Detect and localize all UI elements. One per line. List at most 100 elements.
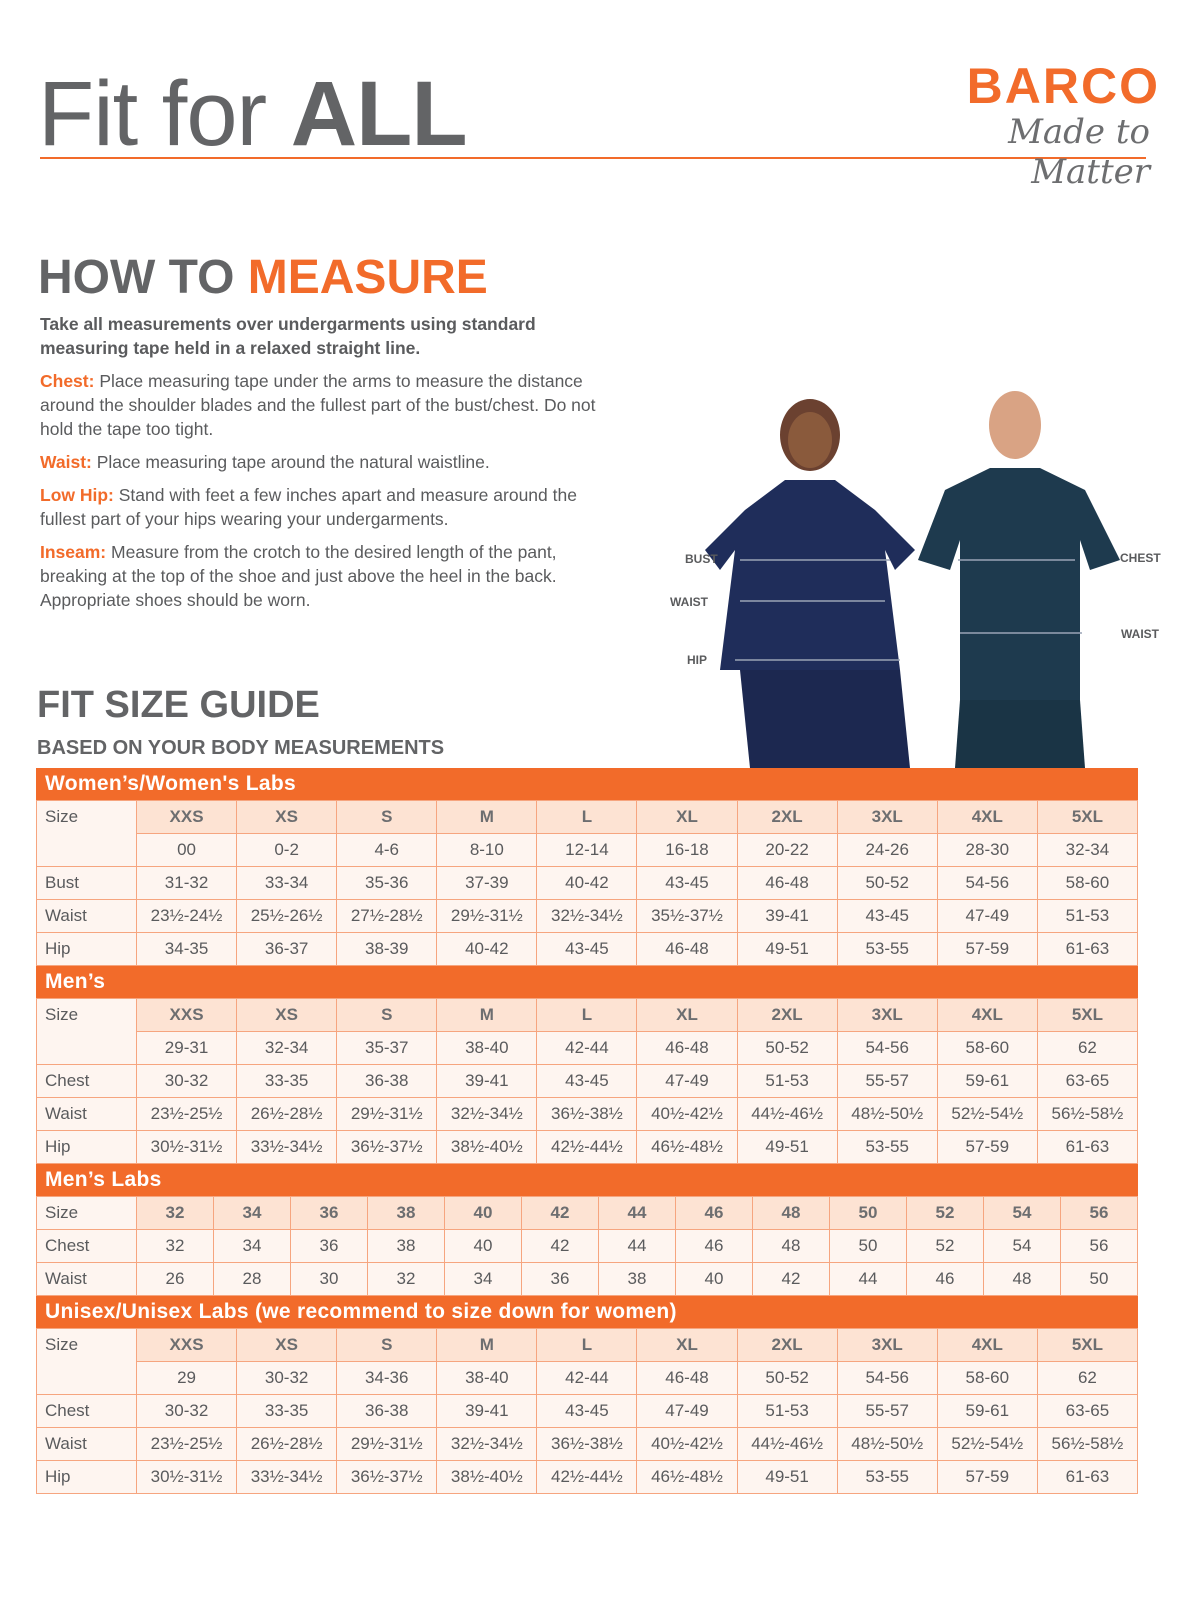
size-header-cell: 34 [213, 1196, 291, 1230]
measurement-cell: 57-59 [936, 1130, 1038, 1164]
measurement-cell: 36 [521, 1262, 599, 1296]
numeric-size-cell: 29-31 [135, 1031, 238, 1065]
size-header-cell: 5XL [1036, 1328, 1139, 1362]
measurement-cell: 39-41 [436, 1394, 538, 1428]
measurement-cell: 53-55 [836, 932, 938, 966]
size-table: Size XXS XS S M L XL 2XL 3XL 4XL 5XL 00 0-2 4-6 8-10 12… [36, 800, 1139, 966]
measurement-cell: 59-61 [936, 1064, 1038, 1098]
numeric-size-cell: 58-60 [936, 1361, 1038, 1395]
measurement-cell: 46-48 [636, 932, 738, 966]
size-header-cell: M [436, 800, 538, 834]
section-header: Men’s [36, 966, 1138, 998]
numeric-size-cell: 29 [135, 1361, 238, 1395]
table-row: Waist 23½-25½ 26½-28½ 29½-31½ 32½-34½ 36½-38½… [36, 1097, 1139, 1131]
measurement-cell: 55-57 [836, 1394, 938, 1428]
measurement-cell: 46½-48½ [636, 1460, 738, 1494]
fit-size-guide-subtitle: BASED ON YOUR BODY MEASUREMENTS [37, 737, 445, 759]
measurement-cell: 35-36 [336, 866, 438, 900]
measurement-cell: 61-63 [1036, 932, 1139, 966]
measurement-cell: 50 [1060, 1262, 1138, 1296]
table-row: Waist 26 28 30 32 34 36 38 40 42 44 46 48 50 [36, 1262, 1138, 1296]
row-label: Hip [36, 1460, 137, 1494]
table-row: Chest 32 34 36 38 40 42 44 46 48 50 52 54 56 [36, 1229, 1138, 1263]
measurement-cell: 49-51 [736, 932, 838, 966]
bust-label: BUST [685, 552, 718, 566]
numeric-size-cell: 12-14 [536, 833, 638, 867]
measurement-cell: 36½-37½ [336, 1460, 438, 1494]
measurement-cell: 40½-42½ [636, 1427, 738, 1461]
instruction-waist: Waist: Place measuring tape around the n… [40, 450, 610, 474]
measurement-cell: 29½-31½ [436, 899, 538, 933]
measurement-cell: 44 [829, 1262, 907, 1296]
measurement-cell: 36-38 [336, 1064, 438, 1098]
measurement-cell: 44½-46½ [736, 1427, 838, 1461]
size-row: Size 32 34 36 38 40 42 44 46 48 50 52 54 56 [36, 1196, 1138, 1230]
key: Chest: [40, 371, 95, 391]
woman-model [705, 399, 915, 768]
measurement-cell: 63-65 [1036, 1064, 1139, 1098]
size-header-cell: XS [236, 1328, 338, 1362]
measurement-cell: 48½-50½ [836, 1427, 938, 1461]
numeric-size-cell: 54-56 [836, 1361, 938, 1395]
measurement-cell: 32½-34½ [436, 1097, 538, 1131]
numeric-size-cell: 0-2 [236, 833, 338, 867]
measurement-cell: 43-45 [536, 932, 638, 966]
row-label: Bust [36, 866, 137, 900]
size-header-cell: L [536, 998, 638, 1032]
logo-tagline: Made to Matter [1008, 112, 1150, 192]
instruction-inseam: Inseam: Measure from the crotch to the d… [40, 540, 610, 612]
measurement-cell: 36 [290, 1229, 368, 1263]
measurement-cell: 59-61 [936, 1394, 1038, 1428]
measurement-cell: 61-63 [1036, 1460, 1139, 1494]
row-label: Waist [36, 1262, 137, 1296]
measurement-cell: 31-32 [135, 866, 238, 900]
measurement-cell: 49-51 [736, 1460, 838, 1494]
measurement-cell: 48½-50½ [836, 1097, 938, 1131]
numeric-size-cell: 24-26 [836, 833, 938, 867]
numeric-size-cell: 50-52 [736, 1031, 838, 1065]
measurement-cell: 25½-26½ [236, 899, 338, 933]
measurement-cell: 36½-38½ [536, 1427, 638, 1461]
measurement-cell: 43-45 [836, 899, 938, 933]
measurement-cell: 48 [752, 1229, 830, 1263]
size-header-cell: 56 [1060, 1196, 1138, 1230]
size-header-cell: 40 [444, 1196, 522, 1230]
measurement-cell: 42½-44½ [536, 1130, 638, 1164]
size-header-cell: 52 [906, 1196, 984, 1230]
measurement-cell: 52 [906, 1229, 984, 1263]
measurement-cell: 38 [598, 1262, 676, 1296]
numeric-size-cell: 32-34 [1036, 833, 1139, 867]
numeric-size-cell: 35-37 [336, 1031, 438, 1065]
measurement-cell: 40-42 [436, 932, 538, 966]
measurement-cell: 51-53 [1036, 899, 1139, 933]
numeric-size-cell: 30-32 [236, 1361, 338, 1395]
numeric-size-cell: 20-22 [736, 833, 838, 867]
measurement-cell: 53-55 [836, 1130, 938, 1164]
measurement-cell: 42½-44½ [536, 1460, 638, 1494]
table-row: Hip 30½-31½ 33½-34½ 36½-37½ 38½-40½ 42½-44½ 46… [36, 1130, 1139, 1164]
table-row: Waist 23½-25½ 26½-28½ 29½-31½ 32½-34½ 36½-38½… [36, 1427, 1139, 1461]
measurement-cell: 52½-54½ [936, 1427, 1038, 1461]
measurement-cell: 54 [983, 1229, 1061, 1263]
fit-size-guide-heading: FIT SIZE GUIDE [37, 684, 320, 726]
measurement-cell: 30 [290, 1262, 368, 1296]
measurement-cell: 61-63 [1036, 1130, 1139, 1164]
table-row: Chest 30-32 33-35 36-38 39-41 43-45 47-49 51-53… [36, 1064, 1139, 1098]
chest-label: CHEST [1120, 551, 1161, 565]
table-row: Hip 30½-31½ 33½-34½ 36½-37½ 38½-40½ 42½-44½ 46… [36, 1460, 1139, 1494]
measurement-cell: 46 [675, 1229, 753, 1263]
measurement-cell: 43-45 [536, 1394, 638, 1428]
measurement-cell: 39-41 [436, 1064, 538, 1098]
numeric-size-cell: 28-30 [936, 833, 1038, 867]
measurement-cell: 43-45 [636, 866, 738, 900]
text: Stand with feet a few inches apart and m… [40, 485, 577, 529]
measurement-cell: 23½-25½ [135, 1097, 238, 1131]
size-header-cell: 46 [675, 1196, 753, 1230]
measurement-cell: 38½-40½ [436, 1460, 538, 1494]
numeric-size-cell: 50-52 [736, 1361, 838, 1395]
measurement-cell: 33-34 [236, 866, 338, 900]
measurement-cell: 29½-31½ [336, 1097, 438, 1131]
measurement-cell: 56 [1060, 1229, 1138, 1263]
size-header-cell: L [536, 1328, 638, 1362]
numeric-size-row: 00 0-2 4-6 8-10 12-14 16-18 20-22 24-26 28-30 32-… [37, 833, 1139, 867]
